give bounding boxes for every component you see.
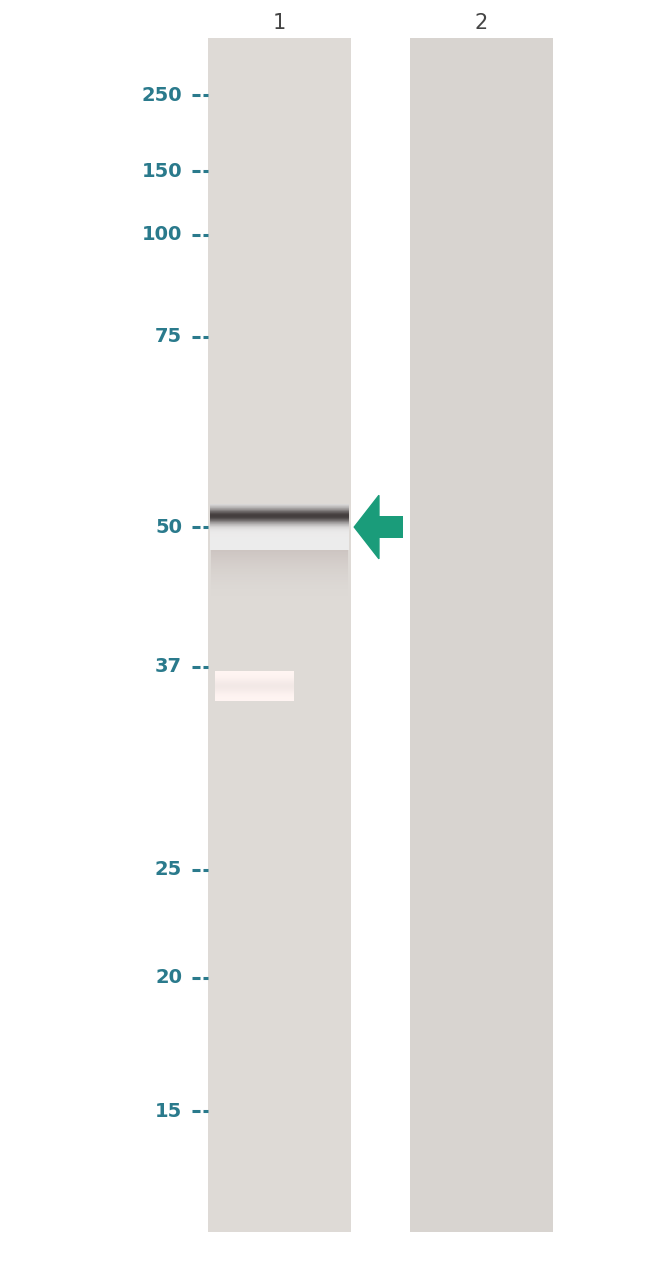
Text: 2: 2: [474, 13, 488, 33]
Text: 100: 100: [142, 226, 182, 244]
Text: 37: 37: [155, 658, 182, 676]
Text: 75: 75: [155, 328, 182, 345]
Polygon shape: [354, 495, 379, 559]
Text: 250: 250: [142, 86, 182, 104]
Text: 50: 50: [155, 518, 182, 536]
Text: 15: 15: [155, 1102, 182, 1120]
Bar: [208, 38, 351, 1232]
Text: 25: 25: [155, 861, 182, 879]
Text: 1: 1: [273, 13, 286, 33]
Text: 20: 20: [155, 969, 182, 987]
Text: 150: 150: [142, 163, 182, 180]
Bar: [410, 38, 552, 1232]
